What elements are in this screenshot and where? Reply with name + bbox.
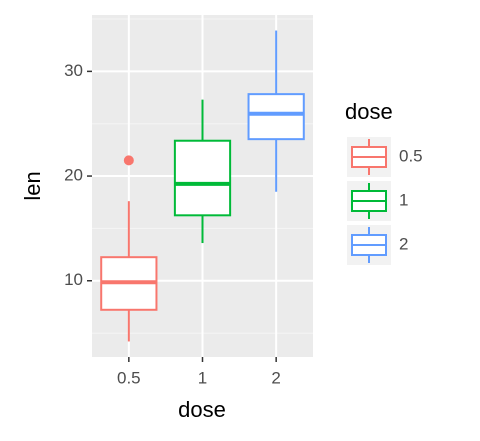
box [173, 139, 232, 217]
legend-label: 1 [399, 190, 408, 209]
x-axis-title: dose [178, 397, 226, 422]
x-tick-label: 2 [271, 368, 280, 387]
x-tick-label: 1 [198, 368, 207, 387]
y-tick-label: 30 [64, 61, 83, 80]
outlier [123, 155, 134, 166]
legend-label: 2 [399, 234, 408, 253]
box [247, 93, 305, 141]
y-axis-title: len [20, 171, 45, 200]
y-tick-label: 20 [64, 166, 83, 185]
legend-label: 0.5 [399, 146, 423, 165]
y-tick-label: 10 [64, 270, 83, 289]
x-tick-label: 0.5 [117, 368, 141, 387]
legend-title: dose [345, 99, 393, 124]
